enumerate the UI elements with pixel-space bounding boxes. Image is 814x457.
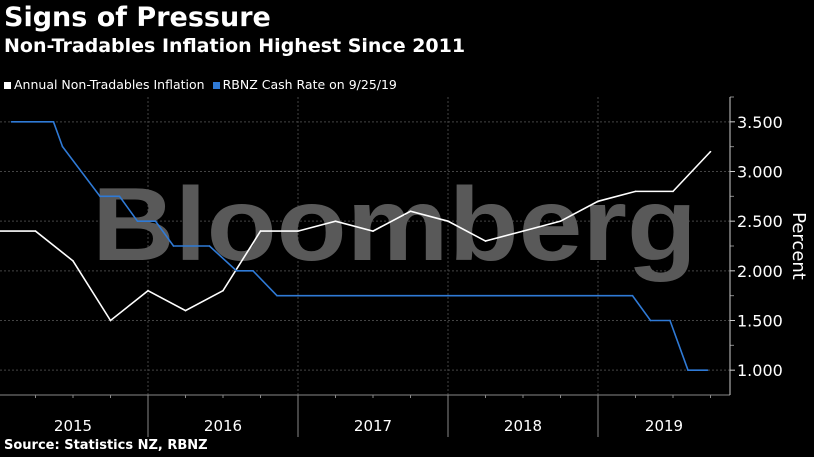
data-point — [669, 319, 671, 322]
ytick-label: 3.000 — [737, 163, 783, 182]
xtick-label: 2016 — [204, 417, 242, 435]
data-point — [672, 190, 674, 193]
legend-item-inflation: Annual Non-Tradables Inflation — [4, 77, 205, 92]
ytick-label: 2.000 — [737, 262, 783, 281]
legend-swatch-inflation — [4, 82, 11, 89]
data-point — [235, 270, 238, 272]
data-point — [99, 195, 101, 198]
data-point — [34, 230, 37, 232]
data-point — [252, 270, 254, 272]
data-point — [372, 230, 374, 232]
data-point — [297, 230, 299, 232]
ytick-label: 1.000 — [737, 361, 783, 380]
xtick-label: 2015 — [54, 417, 92, 435]
data-point — [147, 289, 149, 292]
data-point — [136, 220, 139, 222]
source-note: Source: Statistics NZ, RBNZ — [4, 438, 208, 453]
data-point — [409, 210, 412, 213]
ytick-label: 1.500 — [737, 312, 783, 331]
data-point — [154, 220, 157, 222]
xtick-label: 2018 — [504, 417, 542, 435]
data-point — [447, 220, 449, 222]
data-point — [522, 230, 524, 232]
data-point — [597, 200, 599, 203]
data-point — [61, 145, 64, 148]
xtick-label: 2019 — [645, 417, 683, 435]
series-line-inflation — [0, 151, 712, 322]
data-point — [109, 319, 112, 322]
chart-subtitle: Non-Tradables Inflation Highest Since 20… — [4, 35, 466, 57]
data-point — [631, 294, 634, 297]
data-point — [634, 190, 637, 193]
data-point — [687, 369, 689, 371]
xtick-label: 2017 — [354, 417, 392, 435]
data-point — [559, 220, 562, 222]
watermark-logo: Bloomberg — [92, 167, 697, 283]
data-point — [276, 294, 278, 297]
data-point — [72, 260, 74, 262]
legend-swatch-cash-rate — [212, 82, 220, 89]
legend-item-cash-rate: RBNZ Cash Rate on 9/25/19 — [212, 77, 397, 92]
data-point — [334, 220, 337, 222]
y-axis-label: Percent — [788, 212, 809, 280]
data-point — [649, 319, 652, 322]
data-point — [52, 121, 55, 123]
data-point — [709, 150, 712, 153]
data-point — [10, 121, 13, 123]
data-point — [706, 369, 709, 371]
data-point — [208, 245, 211, 247]
data-point — [484, 240, 487, 242]
data-point — [118, 195, 121, 198]
legend-label: Annual Non-Tradables Inflation — [14, 77, 205, 92]
legend: Annual Non-Tradables Inflation RBNZ Cash… — [4, 77, 397, 92]
ytick-label: 3.500 — [737, 113, 783, 132]
data-point — [172, 245, 175, 247]
data-point — [184, 309, 187, 312]
ytick-label: 2.500 — [737, 212, 783, 231]
data-point — [222, 289, 224, 292]
legend-label: RBNZ Cash Rate on 9/25/19 — [222, 77, 397, 92]
data-point — [259, 230, 262, 232]
chart-title: Signs of Pressure — [4, 2, 271, 33]
